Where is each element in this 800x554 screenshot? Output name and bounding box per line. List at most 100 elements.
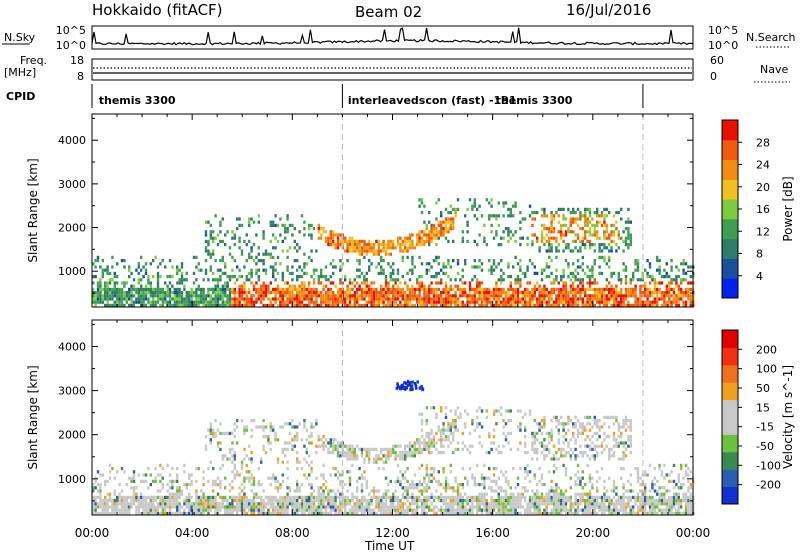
power-echo-cell <box>286 249 289 253</box>
power-echo-cell <box>449 211 452 215</box>
vel-echo-cell <box>392 499 395 503</box>
power-echo-cell <box>288 297 292 301</box>
power-echo-cell <box>252 259 256 263</box>
power-echo-cell <box>423 204 426 208</box>
power-echo-cell <box>322 300 325 304</box>
vel-echo-cell <box>492 505 496 509</box>
power-echo-cell <box>221 217 224 221</box>
vel-echo-cell <box>497 451 500 455</box>
power-echo-cell <box>118 300 121 304</box>
vel-echo-cell <box>531 431 534 435</box>
vel-echo-cell <box>531 511 534 515</box>
vel-echo-cell <box>428 508 431 512</box>
vel-echo-cell <box>545 447 548 451</box>
vel-echo-cell <box>276 486 280 490</box>
vel-echo-cell <box>461 467 464 471</box>
power-echo-cell <box>656 281 659 285</box>
power-echo-cell <box>629 294 632 298</box>
vel-echo-cell <box>550 479 553 483</box>
power-echo-cell <box>603 214 606 218</box>
vel-echo-cell <box>459 483 462 487</box>
vel-echo-cell <box>413 454 416 458</box>
power-echo-cell <box>680 281 683 285</box>
power-echo-cell <box>286 291 289 295</box>
vel-echo-cell <box>214 483 217 487</box>
power-echo-cell <box>514 291 517 295</box>
power-echo-cell <box>382 294 385 298</box>
power-echo-cell <box>437 233 440 237</box>
vel-echo-cell <box>161 467 164 471</box>
vel-echo-cell <box>526 505 529 509</box>
vel-echo-cell <box>399 454 402 458</box>
power-echo-cell <box>130 271 133 275</box>
power-echo-cell <box>322 227 325 231</box>
power-echo-cell <box>639 303 642 307</box>
vel-echo-cell <box>113 511 116 515</box>
vel-echo-cell <box>140 495 143 499</box>
power-echo-cell <box>341 300 344 304</box>
vel-echo-cell <box>281 451 284 455</box>
vel-echo-cell <box>471 511 474 515</box>
vel-echo-cell <box>360 495 364 499</box>
power-echo-cell <box>615 297 618 301</box>
power-echo-cell <box>497 214 500 218</box>
power-echo-cell <box>488 217 491 221</box>
vel-echo-cell <box>377 505 380 509</box>
power-echo-cell <box>435 201 438 205</box>
power-echo-cell <box>584 300 587 304</box>
power-echo-cell <box>303 281 306 285</box>
power-echo-cell <box>351 236 354 240</box>
power-echo-cell <box>404 246 407 250</box>
power-echo-cell <box>358 239 361 243</box>
vel-echo-cell <box>240 508 244 512</box>
vel-echo-cell <box>168 473 172 477</box>
power-echo-cell <box>653 291 656 295</box>
vel-echo-cell <box>269 422 272 426</box>
power-echo-cell <box>418 297 421 301</box>
power-echo-cell <box>156 278 160 282</box>
vel-echo-cell <box>281 511 284 515</box>
cpid-segment-label: themis 3300 <box>496 94 573 107</box>
vel-echo-cell <box>572 425 575 429</box>
vel-echo-cell <box>420 412 424 416</box>
power-echo-cell <box>231 303 234 307</box>
power-echo-cell <box>555 278 558 282</box>
power-echo-cell <box>682 262 685 266</box>
power-echo-cell <box>485 198 488 202</box>
power-echo-cell <box>394 297 397 301</box>
vel-echo-cell <box>207 511 210 515</box>
vel-echo-cell <box>495 505 498 509</box>
power-echo-cell <box>591 275 594 279</box>
power-echo-cell <box>392 271 395 275</box>
vel-echo-cell <box>236 502 239 506</box>
vel-echo-cell <box>293 489 296 493</box>
vel-echo-cell <box>387 508 390 512</box>
power-echo-cell <box>435 259 438 263</box>
power-echo-cell <box>188 297 191 301</box>
power-echo-cell <box>291 284 294 288</box>
vel-echo-cell <box>231 505 234 509</box>
power-echo-cell <box>576 303 580 307</box>
vel-echo-cell <box>291 425 294 429</box>
vel-echo-cell <box>509 502 512 506</box>
vel-echo-cell <box>466 483 469 487</box>
vel-echo-cell <box>272 505 275 509</box>
vel-echo-cell <box>221 499 224 503</box>
power-echo-cell <box>351 239 354 243</box>
power-echo-cell <box>380 287 383 291</box>
power-echo-cell <box>552 278 556 282</box>
power-echo-cell <box>672 300 676 304</box>
vel-echo-cell <box>533 447 536 451</box>
vel-echo-cell <box>317 505 320 509</box>
power-echo-cell <box>281 287 284 291</box>
power-echo-cell <box>401 294 404 298</box>
vel-echo-cell <box>236 470 239 474</box>
vel-echo-cell <box>413 499 416 503</box>
vel-echo-cell <box>500 499 503 503</box>
vel-echo-cell <box>567 511 570 515</box>
vel-echo-cell <box>401 492 404 496</box>
vel-echo-cell <box>159 499 162 503</box>
vel-echo-cell <box>233 435 236 439</box>
vel-echo-cell <box>224 511 227 515</box>
power-echo-cell <box>392 262 395 266</box>
